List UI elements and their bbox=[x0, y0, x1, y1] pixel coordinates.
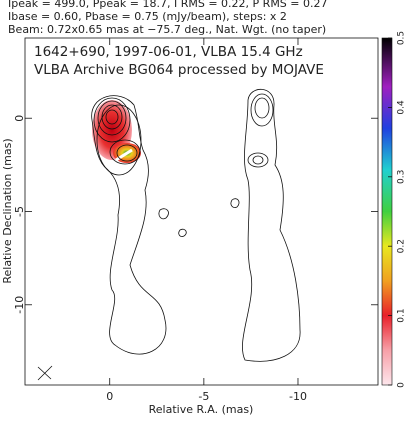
x-tick-label: -5 bbox=[198, 390, 209, 403]
colorbar-tick-label: 0.3 bbox=[397, 170, 407, 184]
emission bbox=[92, 100, 141, 163]
header-line: Ipeak = 499.0, Ppeak = 18.7, I RMS = 0.2… bbox=[8, 0, 328, 10]
header-line: Beam: 0.72x0.65 mas at −75.7 deg., Nat. … bbox=[8, 23, 326, 36]
header-line: Ibase = 0.60, Pbase = 0.75 (mJy/beam), s… bbox=[8, 10, 287, 23]
plot-frame bbox=[24, 37, 379, 386]
x-axis-label: Relative R.A. (mas) bbox=[149, 403, 254, 416]
y-tick-label: -10 bbox=[13, 296, 26, 314]
x-tick-label: 0 bbox=[106, 390, 113, 403]
y-tick-label: -5 bbox=[13, 206, 26, 217]
subtitle: VLBA Archive BG064 processed by MOJAVE bbox=[34, 62, 324, 78]
y-tick-label: 0 bbox=[13, 115, 26, 122]
colorbar-tick-label: 0.2 bbox=[397, 239, 407, 253]
colorbar-tick-label: 0.4 bbox=[397, 100, 407, 115]
colorbar bbox=[381, 37, 393, 386]
colorbar-tick-label: 0.1 bbox=[397, 308, 407, 322]
colorbar-tick-label: 0 bbox=[397, 382, 407, 388]
contours bbox=[37, 88, 301, 381]
title: 1642+690, 1997-06-01, VLBA 15.4 GHz bbox=[34, 44, 303, 60]
colorbar-tick-label: 0.5 bbox=[397, 31, 407, 45]
x-tick-label: -10 bbox=[289, 390, 307, 403]
y-axis-label: Relative Declination (mas) bbox=[1, 138, 14, 283]
